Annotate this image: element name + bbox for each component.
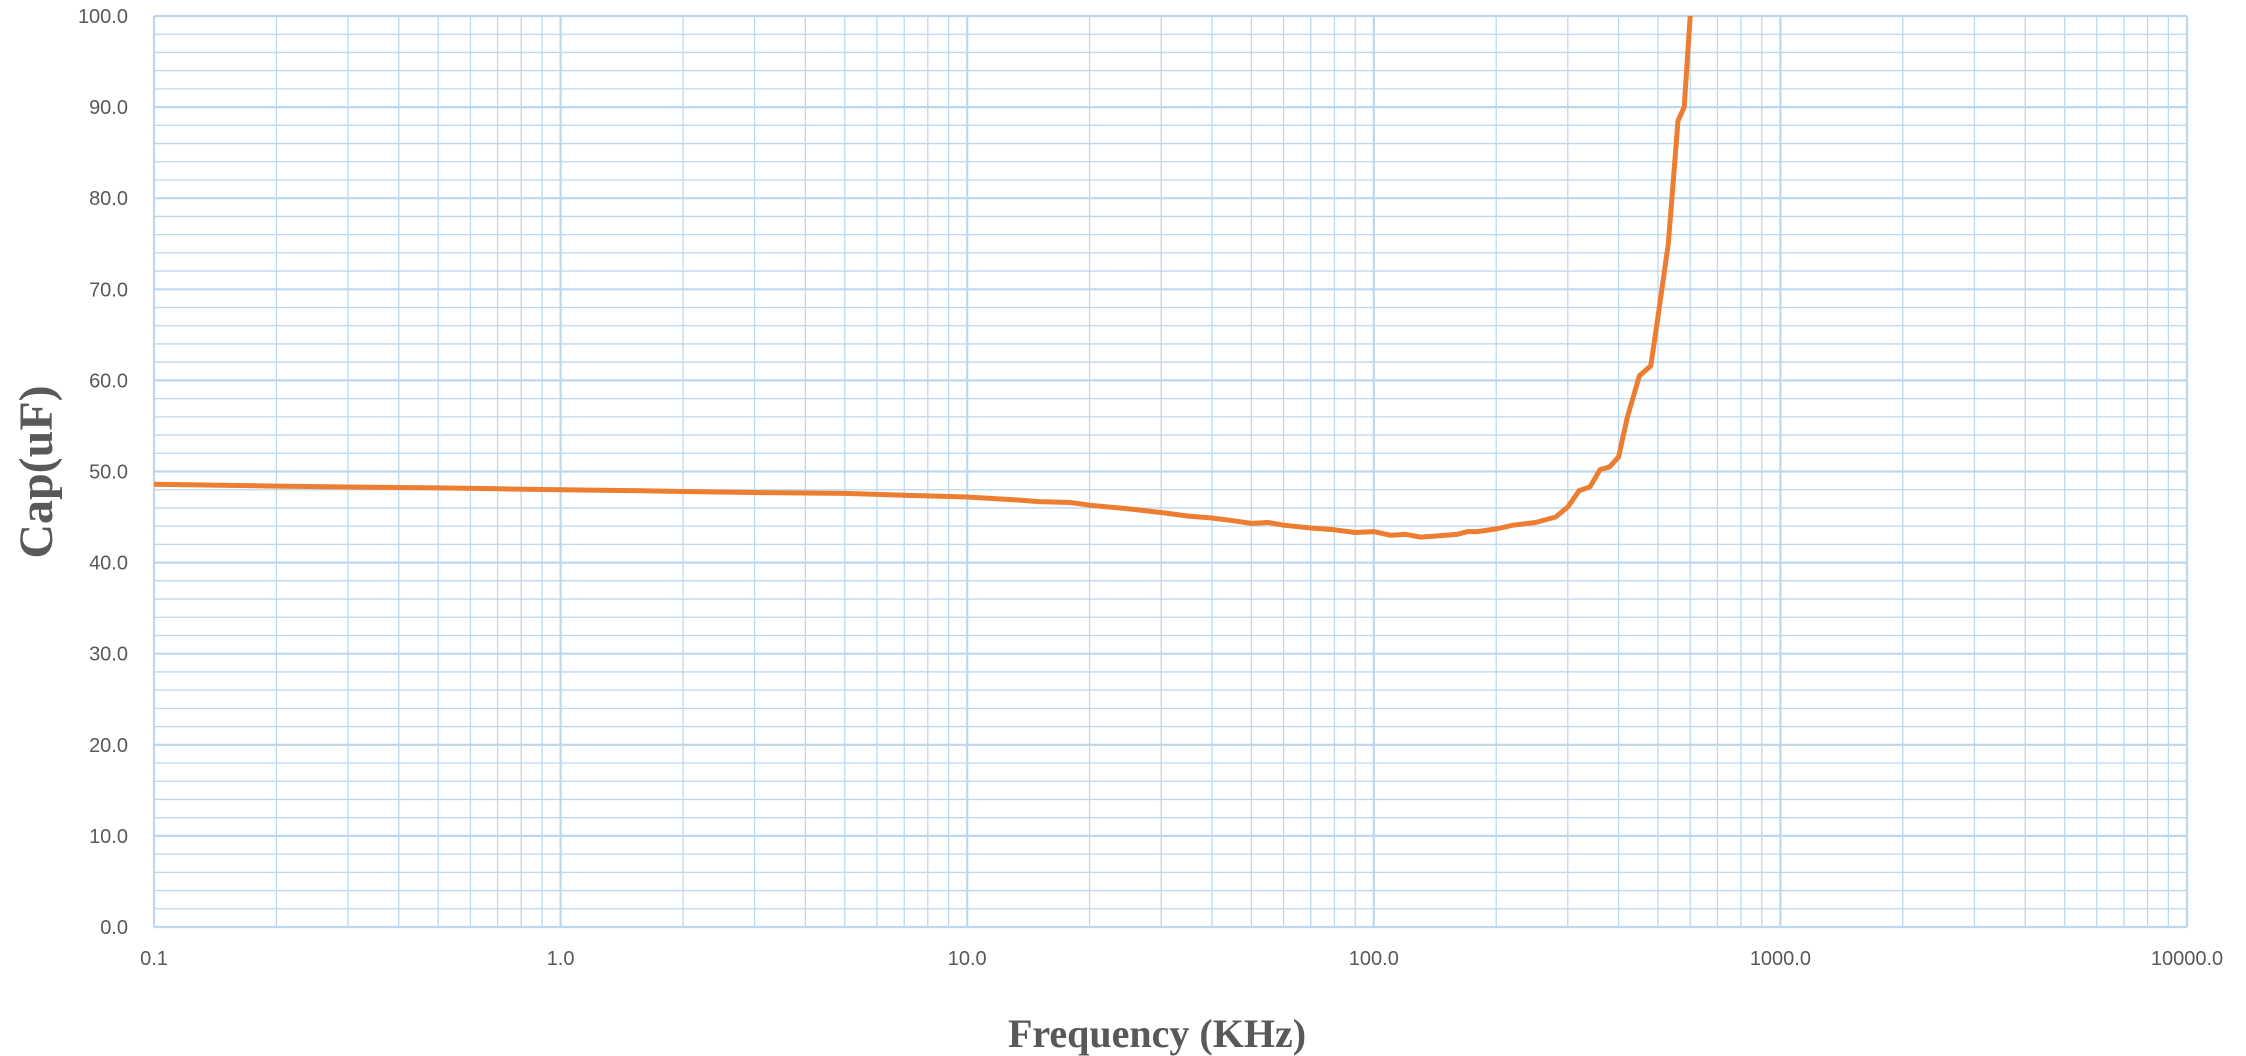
x-axis-title: Frequency (KHz) — [1008, 1011, 1306, 1056]
y-tick-label: 80.0 — [89, 188, 128, 210]
y-tick-label: 10.0 — [89, 826, 128, 848]
y-tick-label: 20.0 — [89, 735, 128, 757]
x-tick-label: 1.0 — [547, 948, 575, 970]
x-tick-label: 10000.0 — [2151, 948, 2223, 970]
y-axis-title: Cap(uF) — [10, 385, 63, 558]
major-y-grid — [154, 14, 2187, 929]
x-tick-labels: 0.1 1.0 10.0 100.0 1000.0 10000.0 — [140, 948, 2223, 970]
y-tick-label: 90.0 — [89, 97, 128, 119]
y-tick-label: 100.0 — [78, 6, 128, 28]
x-tick-label: 0.1 — [140, 948, 168, 970]
x-tick-label: 100.0 — [1349, 948, 1399, 970]
capacitance-series-line — [154, 16, 1693, 540]
y-tick-label: 60.0 — [89, 370, 128, 392]
series-layer — [154, 16, 1693, 540]
y-tick-label: 40.0 — [89, 553, 128, 575]
y-tick-labels: 0.0 10.0 20.0 30.0 40.0 50.0 60.0 70.0 80.0 90.0 1… — [78, 6, 128, 939]
y-tick-label: 30.0 — [89, 644, 128, 666]
y-tick-label: 50.0 — [89, 462, 128, 484]
y-tick-label: 70.0 — [89, 279, 128, 301]
minor-y-grid — [154, 33, 2187, 910]
x-tick-label: 1000.0 — [1750, 948, 1811, 970]
x-tick-label: 10.0 — [948, 948, 987, 970]
y-tick-label: 0.0 — [100, 917, 128, 939]
